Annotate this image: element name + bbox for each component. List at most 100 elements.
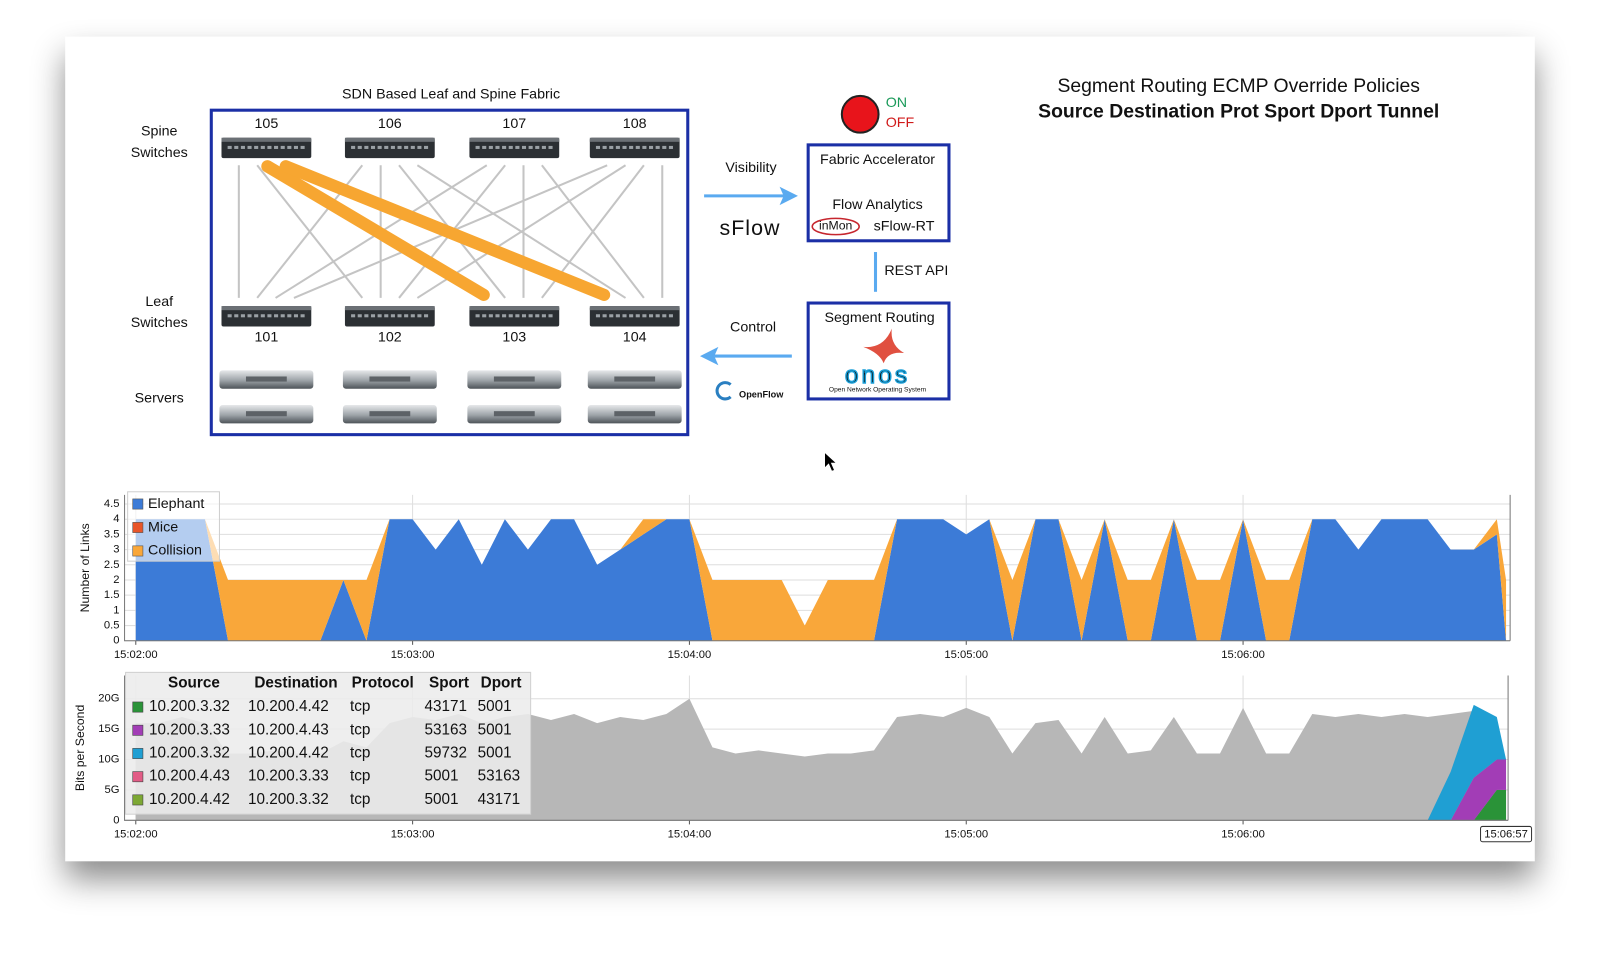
arrow-head <box>779 186 798 206</box>
switch-port <box>482 145 487 149</box>
page-subtitle: Source Destination Prot Sport Dport Tunn… <box>1038 100 1439 122</box>
x-tick-label: 15:04:00 <box>668 649 712 661</box>
x-tick-label: 15:02:00 <box>114 649 158 661</box>
switch-port <box>595 145 601 149</box>
switch-top <box>589 137 680 142</box>
fabric-diagram: SDN Based Leaf and Spine Fabric Spine Sw… <box>131 87 951 437</box>
table-cell: 10.200.4.43 <box>149 768 230 785</box>
switch-port <box>384 314 389 318</box>
switch-port <box>668 314 673 318</box>
switch-port <box>541 314 546 318</box>
switch-port <box>357 145 362 149</box>
switch-port <box>293 314 299 318</box>
mouse-cursor <box>823 450 839 473</box>
y-tick-label: 0 <box>113 635 119 647</box>
tier-label: Switches <box>131 315 188 331</box>
table-cell: tcp <box>350 745 370 762</box>
table-cell: 43171 <box>425 698 468 715</box>
switch <box>469 306 560 327</box>
tier-label: Switches <box>131 145 188 161</box>
axis-frame <box>124 675 1509 821</box>
switch-port <box>404 314 409 318</box>
control-label: Control <box>730 319 776 335</box>
switch-port <box>602 314 607 318</box>
table-cell: 53163 <box>478 768 521 785</box>
switch-port <box>668 145 673 149</box>
switch-port <box>417 145 422 149</box>
legend-label: Elephant <box>148 496 204 512</box>
y-tick-label: 0 <box>113 814 119 826</box>
power-button[interactable] <box>840 94 880 134</box>
server-bezel <box>614 376 656 382</box>
switch-port <box>404 145 409 149</box>
table-cell: 10.200.4.42 <box>248 698 329 715</box>
switch-port <box>287 314 292 318</box>
table-cell: 43171 <box>478 791 521 808</box>
switch-port <box>662 145 667 149</box>
switch-top <box>344 137 435 142</box>
switch-port <box>424 314 429 318</box>
legend-swatch <box>132 701 144 713</box>
switch-port <box>502 314 507 318</box>
switch <box>221 306 312 327</box>
switch <box>221 137 312 159</box>
x-tick-label: 15:03:00 <box>391 649 435 661</box>
switch-port <box>377 145 382 149</box>
switch-top <box>589 306 680 311</box>
switch-port <box>370 145 376 149</box>
switch-port <box>417 314 422 318</box>
switch-port <box>287 145 292 149</box>
legend-label: Mice <box>148 519 178 535</box>
switch-id: 108 <box>623 116 647 132</box>
y-tick-label: 20G <box>98 693 119 705</box>
legend-label: Collision <box>148 543 202 559</box>
onos-bird <box>863 328 905 364</box>
accelerator-box <box>806 143 951 243</box>
table-header: Protocol <box>352 675 414 692</box>
switch-port <box>495 145 500 149</box>
legend-swatch <box>132 522 144 533</box>
table-cell: tcp <box>350 698 370 715</box>
switch-port <box>370 314 376 318</box>
y-tick-label: 5G <box>104 784 119 796</box>
switch-port <box>424 145 429 149</box>
switch-port <box>548 145 553 149</box>
table-cell: 10.200.3.33 <box>248 768 329 785</box>
server-bezel <box>493 411 535 417</box>
on-label[interactable]: ON <box>886 95 907 111</box>
legend-swatch <box>132 771 144 783</box>
box-subtitle: Flow Analytics <box>832 197 922 213</box>
onos-logo: onos <box>845 362 910 389</box>
legend-swatch <box>132 748 144 759</box>
switch-port <box>648 145 654 149</box>
switch-top <box>469 306 560 311</box>
switch-id: 103 <box>502 329 526 345</box>
page-title: Segment Routing ECMP Override Policies <box>1057 75 1420 97</box>
switch-port <box>410 314 415 318</box>
legend-table <box>125 671 532 815</box>
x-tick-label: 15:05:00 <box>944 649 988 661</box>
switch-port <box>351 145 356 149</box>
table-cell: 5001 <box>478 745 512 762</box>
onos-tagline: Open Network Operating System <box>829 387 927 394</box>
table-cell: tcp <box>350 768 370 785</box>
switch-port <box>648 314 654 318</box>
legend-swatch <box>132 724 144 736</box>
switch-port <box>254 314 259 318</box>
x-tick-label: 15:02:00 <box>114 829 158 841</box>
switch-port <box>635 314 640 318</box>
switch-port <box>502 145 507 149</box>
switch-port <box>377 314 382 318</box>
switch-port <box>662 314 667 318</box>
switch-id: 102 <box>378 329 402 345</box>
off-label[interactable]: OFF <box>886 115 915 131</box>
switch-port <box>274 145 279 149</box>
table-cell: tcp <box>350 791 370 808</box>
switch-port <box>541 145 546 149</box>
switch-port <box>548 314 553 318</box>
switch-port <box>254 145 259 149</box>
sflow-logo: sFlow <box>719 216 780 240</box>
switch-id: 101 <box>254 329 278 345</box>
switch-port <box>267 314 272 318</box>
elephant-path <box>261 160 490 301</box>
